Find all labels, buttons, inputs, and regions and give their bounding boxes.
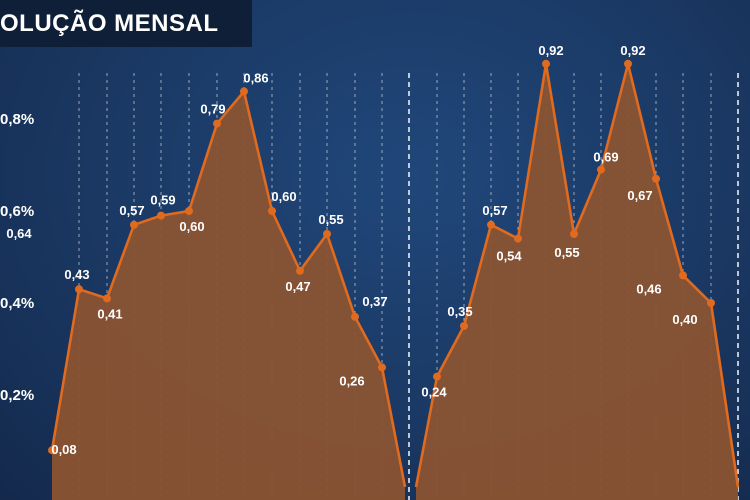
data-label: 0,26 <box>339 373 364 388</box>
series-area <box>416 63 738 500</box>
data-label: 0,57 <box>482 203 507 218</box>
data-label: 0,92 <box>538 43 563 58</box>
data-point <box>624 59 632 68</box>
y-tick-label: 0,6% <box>0 203 34 220</box>
data-point <box>707 299 715 307</box>
data-label: 0,60 <box>179 219 204 234</box>
data-point <box>323 230 331 238</box>
data-label: 0,41 <box>97 306 122 321</box>
data-point <box>48 446 56 455</box>
data-point <box>487 220 495 229</box>
data-point <box>679 271 687 280</box>
data-point <box>268 207 276 215</box>
data-point <box>570 230 578 238</box>
data-point <box>103 294 111 303</box>
y-tick-label: 0,2% <box>0 387 34 404</box>
title-box: OLUÇÃO MENSAL <box>0 0 252 47</box>
data-label: 0,08 <box>51 442 76 457</box>
data-label: 0,64 <box>6 226 32 241</box>
series-line <box>50 90 407 488</box>
data-label: 0,35 <box>447 304 472 319</box>
data-label: 0,40 <box>672 312 697 327</box>
data-point <box>433 372 441 381</box>
data-label: 0,57 <box>119 203 144 218</box>
series-area <box>52 91 405 500</box>
data-point <box>514 234 522 243</box>
data-label: 0,37 <box>362 294 387 309</box>
data-point <box>351 312 359 321</box>
data-point <box>185 207 193 215</box>
data-label: 0,54 <box>496 249 522 264</box>
data-label: 0,55 <box>318 212 343 227</box>
data-label: 0,46 <box>636 281 661 296</box>
data-label: 0,59 <box>150 193 175 208</box>
data-label: 0,47 <box>285 279 310 294</box>
data-point <box>240 87 248 96</box>
data-label: 0,60 <box>271 189 296 204</box>
data-point <box>652 174 660 183</box>
data-point <box>460 322 468 330</box>
data-label: 0,43 <box>64 267 89 282</box>
data-label: 0,69 <box>593 150 618 165</box>
data-point <box>296 266 304 275</box>
data-label: 0,92 <box>620 43 645 58</box>
data-label: 0,86 <box>243 70 268 85</box>
data-label: 0,24 <box>421 385 447 400</box>
data-label: 0,55 <box>554 245 579 260</box>
data-point <box>378 363 386 372</box>
data-label: 0,79 <box>200 102 225 117</box>
data-label: 0,67 <box>627 188 652 203</box>
data-point <box>213 119 221 128</box>
chart-title: OLUÇÃO MENSAL <box>0 9 219 37</box>
data-point <box>157 211 165 220</box>
y-tick-label: 0,8% <box>0 111 34 128</box>
data-point <box>75 285 83 294</box>
data-point <box>130 220 138 229</box>
y-tick-label: 0,4% <box>0 295 34 312</box>
data-point <box>597 165 605 174</box>
data-point <box>542 59 550 68</box>
